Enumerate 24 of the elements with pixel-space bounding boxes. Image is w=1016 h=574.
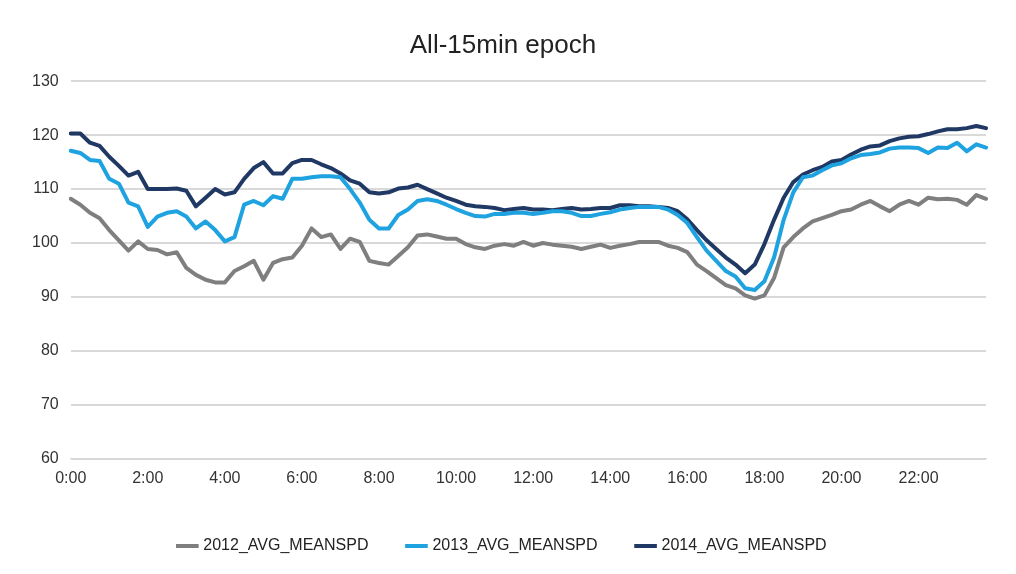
y-tick-label: 70	[40, 395, 59, 413]
x-tick-label: 0:00	[55, 468, 87, 486]
x-tick-label: 4:00	[209, 468, 241, 486]
legend-label: 2014_AVG_MEANSPD	[661, 536, 827, 555]
y-tick-label: 80	[40, 341, 59, 359]
y-tick-label: 120	[31, 125, 59, 143]
x-tick-label: 8:00	[363, 468, 395, 486]
y-tick-label: 60	[40, 449, 59, 467]
x-tick-label: 18:00	[744, 468, 785, 486]
legend-label: 2012_AVG_MEANSPD	[203, 536, 369, 555]
x-tick-label: 6:00	[286, 468, 318, 486]
x-tick-label: 10:00	[436, 468, 477, 486]
x-tick-label: 16:00	[667, 468, 708, 486]
y-tick-label: 90	[40, 287, 59, 305]
x-tick-label: 2:00	[132, 468, 164, 486]
x-tick-label: 12:00	[513, 468, 554, 486]
chart-title: All-15min epoch	[409, 28, 597, 59]
x-tick-label: 20:00	[821, 468, 862, 486]
x-tick-label: 22:00	[898, 468, 939, 486]
x-tick-label: 14:00	[590, 468, 631, 486]
y-tick-label: 110	[33, 179, 59, 197]
legend-label: 2013_AVG_MEANSPD	[432, 536, 598, 555]
y-tick-label: 130	[31, 71, 59, 89]
y-tick-label: 100	[31, 233, 59, 251]
